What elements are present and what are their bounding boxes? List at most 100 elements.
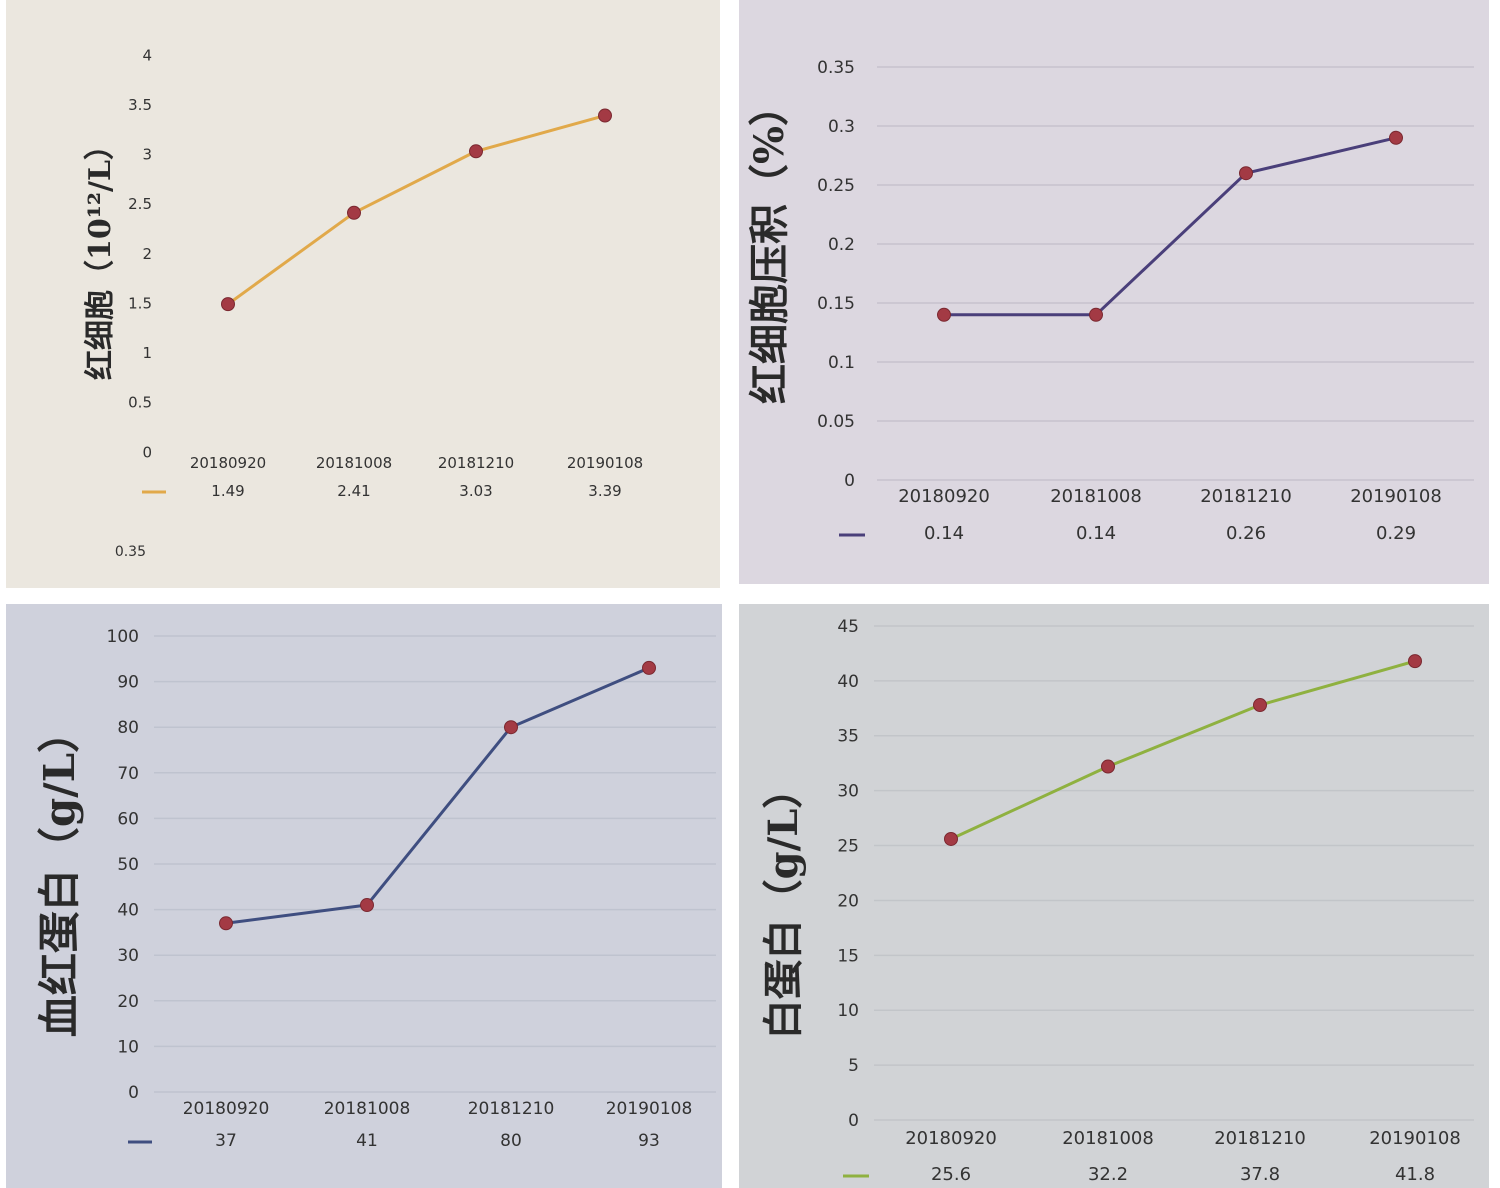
y-tick-label: 30 — [837, 782, 859, 802]
data-value-label: 32.2 — [1088, 1164, 1128, 1185]
x-tick-label: 20181008 — [1050, 486, 1142, 507]
x-tick-label: 20181008 — [316, 454, 392, 472]
data-value-label: 3.39 — [588, 482, 621, 500]
data-point — [642, 660, 656, 675]
y-tick-label: 30 — [117, 946, 139, 966]
y-tick-label: 0.1 — [828, 353, 855, 373]
y-tick-label: 10 — [117, 1037, 139, 1057]
y-tick-label: 20 — [117, 992, 139, 1012]
y-tick-label: 80 — [117, 718, 139, 738]
y-tick-label: 0.25 — [817, 176, 855, 196]
data-value-label: 0.29 — [1376, 523, 1416, 544]
data-value-label: 41.8 — [1395, 1164, 1435, 1185]
x-tick-label: 20180920 — [898, 486, 990, 507]
y-tick-label: 2.5 — [128, 195, 152, 213]
y-tick-label: 20 — [837, 891, 859, 911]
data-point — [469, 144, 483, 159]
chart-2-svg: 0 10 20 30 40 50 60 70 80 90 100 血红蛋白（g/L） 20180920 2… — [35, 627, 716, 1151]
data-point — [347, 205, 361, 220]
y-tick-label: 40 — [117, 901, 139, 921]
y-tick-label: 0 — [142, 443, 152, 461]
series-line — [225, 666, 650, 925]
x-tick-label: 20180920 — [190, 454, 266, 472]
data-point — [1253, 698, 1267, 713]
y-tick-label: 3.5 — [128, 96, 152, 114]
y-tick-label: 0 — [128, 1083, 139, 1103]
data-value-label: 80 — [500, 1131, 522, 1151]
data-value-label: 0.14 — [1076, 523, 1116, 544]
y-tick-label: 70 — [117, 764, 139, 784]
y-tick-label: 0.3 — [828, 117, 855, 137]
chart-panel-hemoglobin: 0 10 20 30 40 50 60 70 80 90 100 血红蛋白（g/L） 20180920 2… — [6, 604, 722, 1188]
x-tick-label: 20181210 — [438, 454, 514, 472]
data-point — [598, 108, 612, 123]
series-line — [944, 136, 1397, 317]
data-point — [1089, 307, 1103, 322]
data-value-label: 0.26 — [1226, 523, 1266, 544]
x-tick-label: 20180920 — [183, 1099, 270, 1119]
y-tick-label: 15 — [837, 946, 859, 966]
y-tick-label: 0 — [848, 1111, 859, 1131]
y-axis-label: 血红蛋白（g/L） — [35, 711, 84, 1037]
data-value-label: 0.14 — [924, 523, 964, 544]
data-value-label: 2.41 — [337, 482, 370, 500]
data-point — [944, 831, 958, 846]
series-line — [950, 659, 1416, 841]
series-line — [227, 114, 606, 306]
y-axis-label: 红细胞压积（%） — [746, 86, 793, 404]
x-tick-label: 20181210 — [1214, 1128, 1306, 1149]
data-point — [219, 916, 233, 931]
y-tick-label: 35 — [837, 727, 859, 747]
chart-panel-hematocrit: 0 0.05 0.1 0.15 0.2 0.25 0.3 0.35 红细胞压积（%） 201809… — [739, 0, 1489, 584]
y-tick-label: 3 — [142, 146, 152, 164]
y-tick-label: 4 — [142, 46, 152, 64]
y-tick-label: 1 — [142, 344, 152, 362]
y-tick-label: 10 — [837, 1001, 859, 1021]
x-tick-label: 20180920 — [905, 1128, 997, 1149]
stray-tick-label: 0.35 — [115, 544, 146, 560]
data-value-label: 41 — [356, 1131, 378, 1151]
x-tick-label: 20190108 — [606, 1099, 693, 1119]
y-tick-label: 0 — [844, 471, 855, 491]
x-tick-label: 20181008 — [1062, 1128, 1154, 1149]
chart-1-svg: 0 0.05 0.1 0.15 0.2 0.25 0.3 0.35 红细胞压积（%） 201809… — [746, 58, 1474, 544]
data-value-label: 37 — [215, 1131, 237, 1151]
x-tick-label: 20190108 — [1369, 1128, 1461, 1149]
x-tick-label: 20181210 — [468, 1099, 555, 1119]
data-point — [1389, 130, 1403, 145]
data-value-label: 25.6 — [931, 1164, 971, 1185]
y-tick-label: 0.05 — [817, 412, 855, 432]
y-tick-label: 25 — [837, 837, 859, 857]
y-tick-label: 90 — [117, 673, 139, 693]
x-tick-label: 20181008 — [324, 1099, 411, 1119]
chart-0-svg: 0 0.5 1 1.5 2 2.5 3 3.5 4 红细胞（10¹²/L） 20180920 2018… — [83, 46, 643, 560]
data-value-label: 3.03 — [459, 482, 492, 500]
y-tick-label: 0.35 — [817, 58, 855, 78]
data-point — [937, 307, 951, 322]
y-tick-label: 0.15 — [817, 294, 855, 314]
data-point — [1101, 759, 1115, 774]
y-tick-label: 1.5 — [128, 294, 152, 312]
y-tick-label: 0.5 — [128, 394, 152, 412]
data-value-label: 93 — [638, 1131, 660, 1151]
x-tick-label: 20190108 — [567, 454, 643, 472]
y-tick-label: 50 — [117, 855, 139, 875]
y-axis-label: 红细胞（10¹²/L） — [83, 130, 118, 380]
data-point — [360, 898, 374, 913]
y-tick-label: 2 — [142, 245, 152, 263]
data-point — [1408, 654, 1422, 669]
data-point — [1239, 166, 1253, 181]
x-tick-label: 20190108 — [1350, 486, 1442, 507]
data-value-label: 1.49 — [211, 482, 244, 500]
data-point — [504, 720, 518, 735]
chart-panel-rbc: 0 0.5 1 1.5 2 2.5 3 3.5 4 红细胞（10¹²/L） 20180920 2018… — [6, 0, 720, 588]
chart-3-svg: 0 5 10 15 20 25 30 35 40 45 白蛋白（g/L） 20180920 201810… — [760, 617, 1474, 1185]
y-tick-label: 100 — [107, 627, 139, 647]
y-tick-label: 0.2 — [828, 235, 855, 255]
y-tick-label: 60 — [117, 809, 139, 829]
x-tick-label: 20181210 — [1200, 486, 1292, 507]
y-axis-label: 白蛋白（g/L） — [760, 769, 807, 1040]
y-tick-label: 40 — [837, 672, 859, 692]
y-tick-label: 5 — [848, 1056, 859, 1076]
chart-panel-albumin: 0 5 10 15 20 25 30 35 40 45 白蛋白（g/L） 20180920 201810… — [739, 604, 1489, 1188]
